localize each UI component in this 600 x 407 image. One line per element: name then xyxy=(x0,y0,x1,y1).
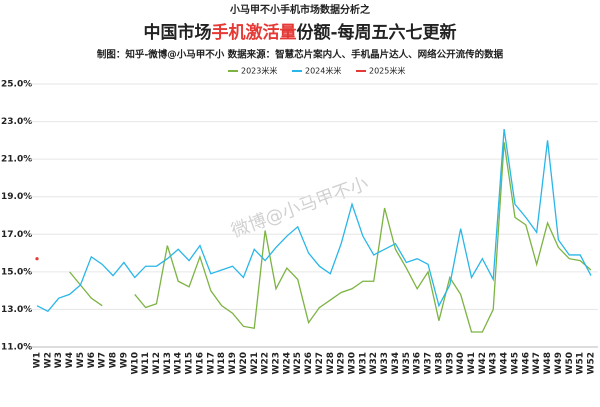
x-tick-label: W32 xyxy=(369,352,379,374)
x-tick-label: W33 xyxy=(380,352,390,374)
series-line xyxy=(36,128,592,313)
x-tick-label: W22 xyxy=(261,352,271,374)
x-tick-label: W50 xyxy=(565,352,575,374)
y-tick-label: 11.0% xyxy=(1,343,32,353)
x-tick-label: W31 xyxy=(358,352,368,374)
x-tick-label: W34 xyxy=(391,352,401,374)
x-tick-label: W47 xyxy=(532,352,542,374)
x-tick-label: W41 xyxy=(467,352,477,374)
x-tick-label: W24 xyxy=(282,352,292,374)
title-highlight: 手机激活量 xyxy=(211,22,296,43)
y-tick-label: 13.0% xyxy=(1,305,32,315)
title-part: 份额-每周五六七更新 xyxy=(296,22,456,43)
title-part: 中国市场 xyxy=(143,22,211,43)
x-tick-label: W7 xyxy=(98,352,108,368)
x-tick-label: W1 xyxy=(33,352,43,368)
legend-label: 2024米米 xyxy=(305,66,341,76)
x-tick-label: W17 xyxy=(206,352,216,374)
x-tick-label: W25 xyxy=(293,352,303,374)
legend-label: 2025米米 xyxy=(369,66,405,76)
y-tick-label: 15.0% xyxy=(1,267,32,277)
x-tick-label: W10 xyxy=(130,352,140,374)
y-tick-label: 23.0% xyxy=(1,117,32,127)
x-tick-label: W39 xyxy=(445,352,455,374)
x-tick-label: W38 xyxy=(434,352,444,374)
x-tick-label: W30 xyxy=(348,352,358,374)
x-tick-label: W19 xyxy=(228,352,238,374)
legend-label: 2023米米 xyxy=(241,66,277,76)
x-tick-label: W2 xyxy=(43,352,53,368)
subtitle: 制图：知乎-微博@小马甲不小 数据来源：智慧芯片案内人、手机晶片达人、网络公开流… xyxy=(97,49,504,61)
y-tick-label: 19.0% xyxy=(1,192,32,202)
x-tick-label: W52 xyxy=(587,352,597,374)
series-line xyxy=(69,271,103,307)
x-tick-label: W18 xyxy=(217,352,227,374)
x-tick-label: W35 xyxy=(402,352,412,374)
x-tick-label: W12 xyxy=(152,352,162,374)
supertitle: 小马甲不小手机市场数据分析之 xyxy=(229,3,370,16)
x-tick-label: W20 xyxy=(239,352,249,374)
y-tick-label: 17.0% xyxy=(1,230,32,240)
x-tick-label: W42 xyxy=(478,352,488,374)
x-tick-label: W9 xyxy=(119,352,129,368)
y-tick-label: 25.0% xyxy=(1,80,32,90)
x-tick-label: W29 xyxy=(337,352,347,374)
x-tick-label: W5 xyxy=(76,352,86,368)
x-tick-label: W23 xyxy=(271,352,281,374)
x-tick-label: W27 xyxy=(315,352,325,374)
x-tick-label: W51 xyxy=(576,352,586,374)
x-tick-label: W36 xyxy=(413,352,423,374)
x-tick-label: W16 xyxy=(195,352,205,374)
x-tick-label: W48 xyxy=(543,352,553,374)
x-tick-label: W43 xyxy=(489,352,499,374)
x-tick-label: W15 xyxy=(185,352,195,374)
x-tick-label: W37 xyxy=(424,352,434,374)
x-tick-label: W8 xyxy=(109,352,119,368)
x-tick-label: W26 xyxy=(304,352,314,374)
series-line xyxy=(134,142,592,333)
chart-title: 中国市场手机激活量份额-每周五六七更新 xyxy=(143,22,456,43)
point xyxy=(35,257,39,261)
x-tick-label: W46 xyxy=(521,352,531,374)
x-tick-label: W28 xyxy=(326,352,336,374)
x-tick-label: W6 xyxy=(87,352,97,368)
x-tick-label: W3 xyxy=(54,352,64,368)
x-tick-label: W11 xyxy=(141,352,151,374)
x-tick-label: W40 xyxy=(456,352,466,374)
x-tick-label: W44 xyxy=(500,352,510,374)
x-tick-label: W45 xyxy=(510,352,520,374)
x-tick-label: W13 xyxy=(163,352,173,374)
x-tick-label: W21 xyxy=(250,352,260,374)
x-tick-label: W49 xyxy=(554,352,564,374)
y-tick-label: 21.0% xyxy=(1,155,32,165)
x-tick-label: W14 xyxy=(174,352,184,374)
x-tick-label: W4 xyxy=(65,352,75,368)
